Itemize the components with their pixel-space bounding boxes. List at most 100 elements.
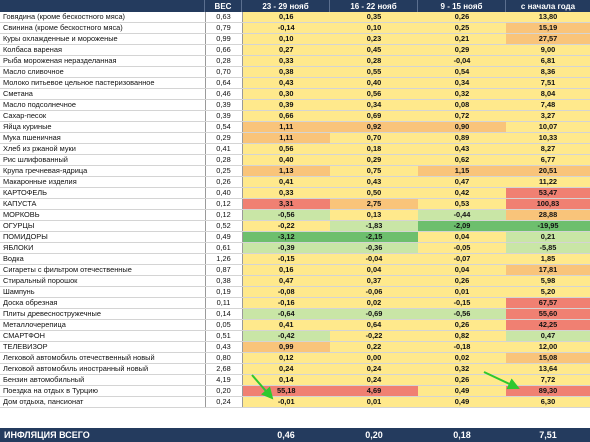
- row-name: Говядина (кроме бескостного мяса): [0, 12, 206, 23]
- row-week-2: 0,28: [330, 55, 418, 67]
- row-week-2: 0,75: [330, 165, 418, 177]
- table-row: ПОМИДОРЫ 0,49 -3,12 -2,15 0,04 0,21: [0, 231, 590, 243]
- row-name: Масло сливочное: [0, 66, 206, 78]
- row-weight: 0,99: [205, 33, 243, 45]
- row-weight: 0,41: [205, 143, 243, 155]
- table-row: Легковой автомобиль иностранный новый 2,6…: [0, 363, 590, 375]
- row-name: МОРКОВЬ: [0, 209, 206, 221]
- table-row: Крупа гречневая-ядрица 0,25 1,13 0,75 1,15 20…: [0, 165, 590, 177]
- header-week-2: 16 - 22 нояб: [330, 0, 418, 12]
- row-week-3: 0,34: [418, 77, 506, 89]
- row-week-1: 0,43: [242, 77, 330, 89]
- table-body: Говядина (кроме бескостного мяса) 0,63 0,1…: [0, 12, 590, 408]
- row-week-2: 0,50: [330, 187, 418, 199]
- row-week-3: 0,25: [418, 22, 506, 34]
- table-row: Хлеб из ржаной муки 0,41 0,56 0,18 0,43 8,27: [0, 143, 590, 155]
- row-week-2: 0,56: [330, 88, 418, 100]
- row-week-2: 0,92: [330, 121, 418, 133]
- row-week-1: 1,11: [242, 121, 330, 133]
- row-ytd: 12,00: [506, 341, 590, 353]
- table-row: Сметана 0,46 0,30 0,56 0,32 8,04: [0, 88, 590, 100]
- row-weight: 0,39: [205, 110, 243, 122]
- row-name: Рыба мороженая неразделанная: [0, 55, 206, 67]
- row-week-1: 1,11: [242, 132, 330, 144]
- row-week-2: 0,00: [330, 352, 418, 364]
- row-ytd: 10,33: [506, 132, 590, 144]
- row-ytd: 67,57: [506, 297, 590, 309]
- row-week-2: -0,36: [330, 242, 418, 254]
- row-week-1: 0,10: [242, 33, 330, 45]
- row-weight: 0,12: [205, 198, 243, 210]
- row-week-2: 0,40: [330, 77, 418, 89]
- header-week-3: 9 - 15 нояб: [418, 0, 506, 12]
- row-ytd: 0,21: [506, 231, 590, 243]
- table-row: ЯБЛОКИ 0,61 -0,39 -0,36 -0,05 -5,85: [0, 242, 590, 254]
- row-name: Легковой автомобиль отечественный новый: [0, 352, 206, 364]
- row-week-1: 3,31: [242, 198, 330, 210]
- row-name: Куры охлажденные и мороженые: [0, 33, 206, 45]
- row-week-1: 0,33: [242, 187, 330, 199]
- row-name: Металлочерепица: [0, 319, 206, 331]
- table-row: Плиты древесностружечные 0,14 -0,64 -0,69 -0…: [0, 308, 590, 320]
- row-week-1: -0,39: [242, 242, 330, 254]
- table-row: Молоко питьевое цельное пастеризованное 0…: [0, 77, 590, 89]
- table-row: Сахар-песок 0,39 0,66 0,69 0,72 3,27: [0, 110, 590, 122]
- row-weight: 0,20: [205, 385, 243, 397]
- row-week-3: 0,49: [418, 385, 506, 397]
- row-ytd: 3,27: [506, 110, 590, 122]
- row-week-1: 0,47: [242, 275, 330, 287]
- row-week-3: 0,32: [418, 88, 506, 100]
- row-week-3: 0,29: [418, 44, 506, 56]
- price-table: Говядина (кроме бескостного мяса) 0,63 0,1…: [0, 12, 590, 408]
- row-week-2: 0,70: [330, 132, 418, 144]
- row-name: ПОМИДОРЫ: [0, 231, 206, 243]
- table-row: Макаронные изделия 0,26 0,41 0,43 0,47 11,22: [0, 176, 590, 188]
- row-weight: 4,19: [205, 374, 243, 386]
- row-week-1: 0,12: [242, 352, 330, 364]
- row-ytd: -19,95: [506, 220, 590, 232]
- row-ytd: 28,88: [506, 209, 590, 221]
- row-weight: 0,12: [205, 209, 243, 221]
- row-week-2: -2,15: [330, 231, 418, 243]
- row-week-1: 0,24: [242, 363, 330, 375]
- table-row: МОРКОВЬ 0,12 -0,56 0,13 -0,44 28,88: [0, 209, 590, 221]
- footer-week-3: 0,18: [453, 430, 471, 440]
- table-row: Легковой автомобиль отечественный новый 0…: [0, 352, 590, 364]
- row-week-3: -0,07: [418, 253, 506, 265]
- row-week-2: 0,35: [330, 12, 418, 23]
- row-week-1: 0,16: [242, 12, 330, 23]
- row-ytd: 5,98: [506, 275, 590, 287]
- row-ytd: 15,19: [506, 22, 590, 34]
- table-row: Куры охлажденные и мороженые 0,99 0,10 0,23…: [0, 33, 590, 45]
- table-row: Дом отдыха, пансионат 0,24 -0,01 0,01 0,49 6,…: [0, 396, 590, 408]
- row-weight: 0,64: [205, 77, 243, 89]
- row-week-2: 2,75: [330, 198, 418, 210]
- row-name: Доска обрезная: [0, 297, 206, 309]
- row-ytd: 10,07: [506, 121, 590, 133]
- row-week-2: 0,04: [330, 264, 418, 276]
- header-name: [0, 0, 205, 12]
- row-ytd: 6,30: [506, 396, 590, 408]
- row-name: Стиральный порошок: [0, 275, 206, 287]
- row-week-2: 0,24: [330, 363, 418, 375]
- row-week-1: -0,14: [242, 22, 330, 34]
- row-name: КАРТОФЕЛЬ: [0, 187, 206, 199]
- row-week-1: 0,41: [242, 176, 330, 188]
- row-week-2: 0,45: [330, 44, 418, 56]
- row-week-2: 0,10: [330, 22, 418, 34]
- header-weight: ВЕС: [205, 0, 242, 12]
- row-weight: 0,19: [205, 286, 243, 298]
- row-week-2: 0,02: [330, 297, 418, 309]
- row-ytd: 20,51: [506, 165, 590, 177]
- row-week-3: 0,26: [418, 374, 506, 386]
- row-week-1: 0,40: [242, 154, 330, 166]
- table-row: Масло подсолнечное 0,39 0,39 0,34 0,08 7,48: [0, 99, 590, 111]
- row-ytd: 0,47: [506, 330, 590, 342]
- row-name: Рис шлифованный: [0, 154, 206, 166]
- row-week-2: 0,55: [330, 66, 418, 78]
- row-week-3: 0,54: [418, 66, 506, 78]
- table-row: Рыба мороженая неразделанная 0,28 0,33 0,28…: [0, 55, 590, 67]
- table-row: Сигареты с фильтром отечественные 0,87 0,1…: [0, 264, 590, 276]
- row-week-3: 0,26: [418, 12, 506, 23]
- row-name: СМАРТФОН: [0, 330, 206, 342]
